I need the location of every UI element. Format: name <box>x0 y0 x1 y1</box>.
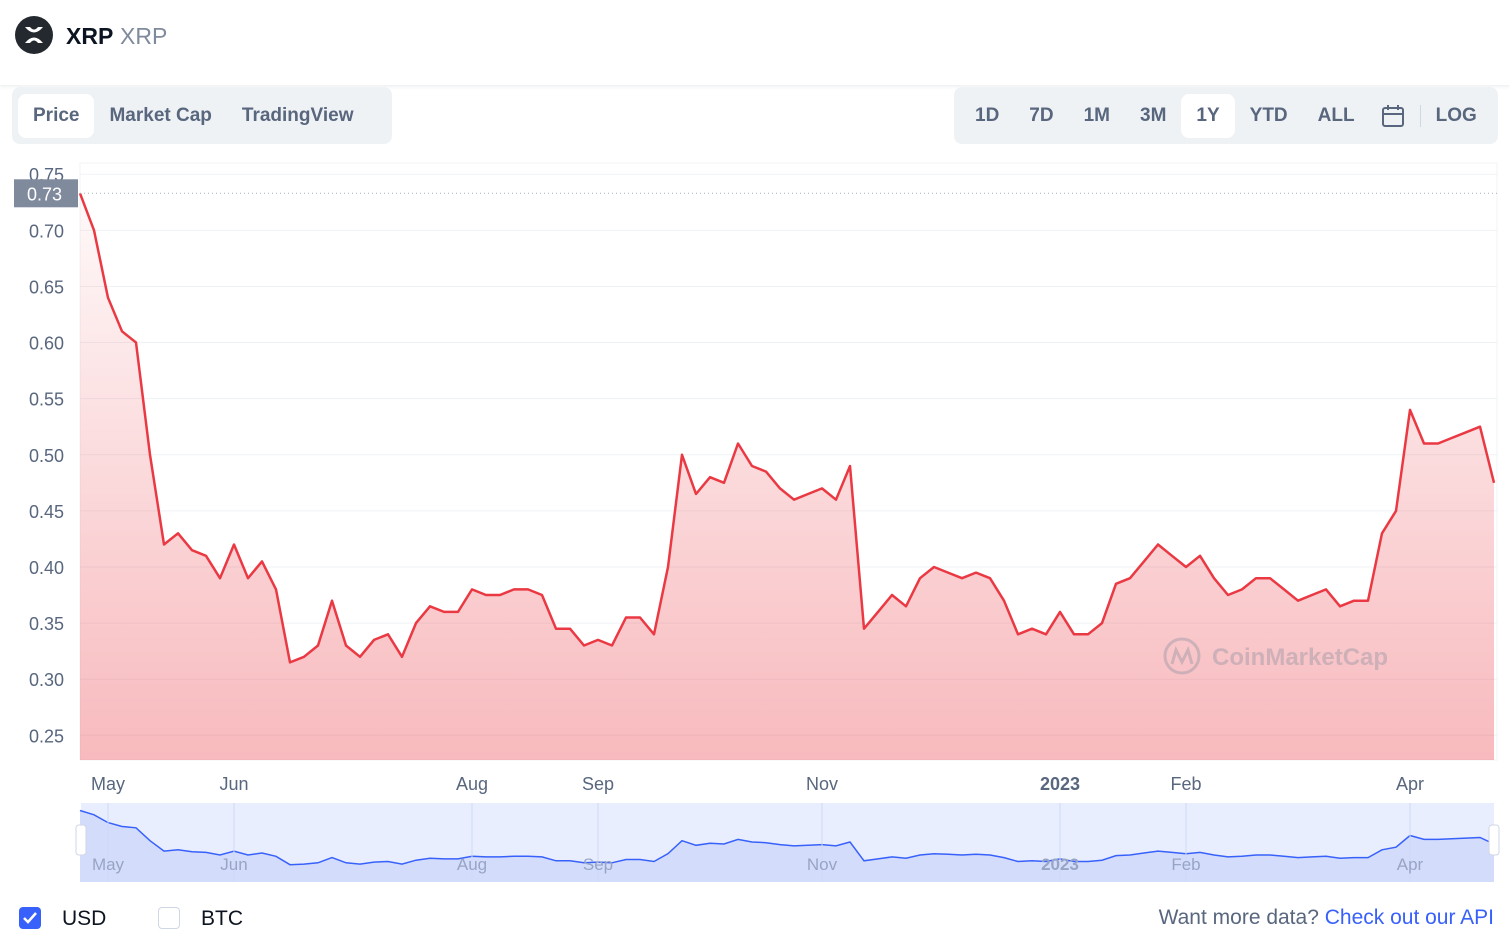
prompt-text: Want more data? <box>1158 906 1319 929</box>
watermark-text: CoinMarketCap <box>1212 644 1388 671</box>
navigator-handle <box>75 824 87 856</box>
x-tick-label: Feb <box>1170 774 1201 794</box>
range-button[interactable]: ALL <box>1317 104 1355 126</box>
usd-checkbox[interactable] <box>19 907 41 929</box>
navigator-label: Apr <box>1397 855 1424 874</box>
navigator-label: May <box>92 855 125 874</box>
x-tick-label: Jun <box>219 774 248 794</box>
range-button[interactable]: YTD <box>1249 104 1288 126</box>
range-button[interactable]: 3M <box>1140 104 1167 126</box>
y-tick-label: 0.30 <box>29 670 64 690</box>
currency-label: USD <box>62 907 107 930</box>
coin-name: XRP <box>66 23 114 49</box>
navigator-label: Jun <box>220 855 247 874</box>
currency-label: BTC <box>201 907 243 930</box>
range-button[interactable]: 7D <box>1029 104 1054 126</box>
range-bar: 1D 7D 1M 3M 1Y YTD ALL LOG <box>954 87 1498 144</box>
y-tick-label: 0.50 <box>29 446 64 466</box>
x-tick-label: Nov <box>806 774 838 794</box>
range-button[interactable]: 1Y <box>1181 93 1235 138</box>
navigator-area <box>80 810 1494 882</box>
y-tick-label: 0.35 <box>29 614 64 634</box>
x-tick-label: Apr <box>1396 774 1424 794</box>
chart-tab[interactable]: Price <box>18 93 95 138</box>
btc-checkbox[interactable] <box>158 907 180 929</box>
reference-tag <box>14 179 78 208</box>
x-tick-label: 2023 <box>1040 774 1080 794</box>
navigator-label: Aug <box>457 855 487 874</box>
header: XRP XRP <box>0 0 1510 85</box>
range-list: 1D 7D 1M 3M 1Y YTD ALL <box>960 93 1370 138</box>
api-prompt: Want more data? Check out our API <box>1159 906 1494 930</box>
reference-label: 0.73 <box>27 184 62 204</box>
x-tick-label: Aug <box>456 774 488 794</box>
y-tick-label: 0.55 <box>29 390 64 410</box>
y-tick-label: 0.40 <box>29 558 64 578</box>
coin-symbol: XRP <box>120 23 168 49</box>
chart-tab[interactable]: Market Cap <box>109 104 212 126</box>
navigator-label: Nov <box>807 855 838 874</box>
watermark: CoinMarketCap <box>1163 637 1388 675</box>
divider <box>1419 104 1421 127</box>
api-link[interactable]: Check out our API <box>1324 906 1494 929</box>
x-tick-label: May <box>91 774 125 794</box>
y-tick-label: 0.65 <box>29 277 64 297</box>
chart-tab[interactable]: TradingView <box>241 104 354 126</box>
log-button[interactable]: LOG <box>1435 104 1477 126</box>
y-tick-label: 0.25 <box>29 726 64 746</box>
navigator-label: Sep <box>583 855 613 874</box>
range-button[interactable]: 1D <box>975 104 1000 126</box>
chart: 0.25 0.30 0.35 0.40 0.45 0.50 0.55 0.60 0.65 0.70… <box>14 162 1500 882</box>
y-tick-label: 0.70 <box>29 221 64 241</box>
calendar-icon[interactable] <box>1380 103 1406 129</box>
navigator-line <box>79 809 1495 866</box>
y-tick-label: 0.45 <box>29 502 64 522</box>
area-fill <box>80 193 1494 761</box>
watermark-logo <box>1170 645 1194 666</box>
range-button[interactable]: 1M <box>1083 104 1110 126</box>
navigator-label: Feb <box>1171 855 1200 874</box>
navigator-label: 2023 <box>1041 855 1079 874</box>
watermark-logo <box>1163 637 1201 675</box>
navigator-handle <box>1488 824 1500 856</box>
price-line <box>78 192 1496 664</box>
x-tick-label: Sep <box>582 774 614 794</box>
xrp-logo <box>15 16 53 54</box>
y-tick-label: 0.60 <box>29 334 64 354</box>
chart-tabs: Price Market Cap TradingView <box>12 87 392 144</box>
